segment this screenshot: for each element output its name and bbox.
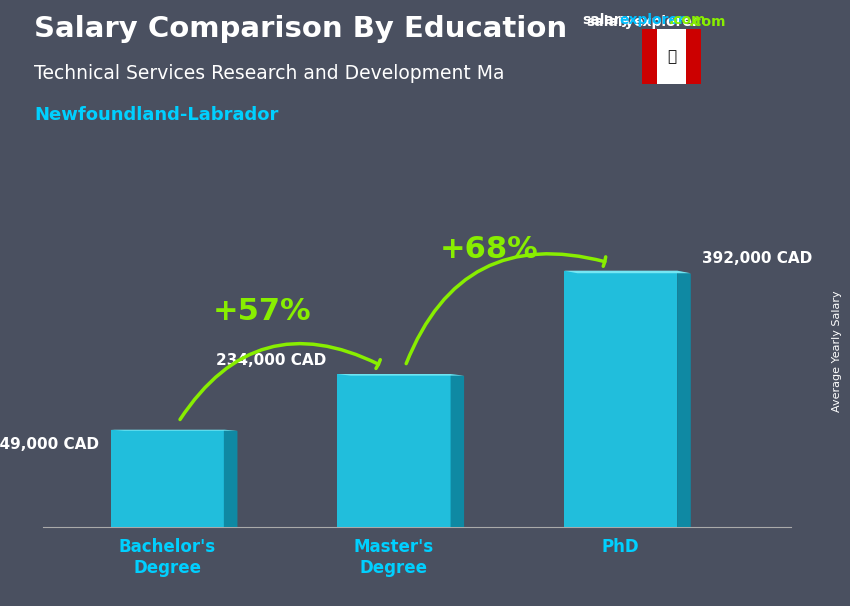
Text: Average Yearly Salary: Average Yearly Salary [832, 291, 842, 412]
Text: +68%: +68% [439, 235, 538, 264]
Text: explorer: explorer [633, 15, 699, 29]
Text: Newfoundland-Labrador: Newfoundland-Labrador [34, 106, 278, 124]
Text: .com: .com [688, 15, 726, 29]
Polygon shape [564, 271, 691, 273]
Bar [642, 29, 656, 84]
Polygon shape [110, 430, 237, 431]
Polygon shape [224, 430, 237, 527]
Text: salary: salary [582, 13, 630, 27]
Text: 🍁: 🍁 [667, 49, 676, 64]
Text: .com: .com [669, 13, 706, 27]
Text: explorer: explorer [620, 13, 685, 27]
Text: +57%: +57% [213, 297, 312, 326]
Bar [686, 29, 701, 84]
Text: Salary Comparison By Education: Salary Comparison By Education [34, 15, 567, 43]
Text: 234,000 CAD: 234,000 CAD [216, 353, 326, 368]
Text: 392,000 CAD: 392,000 CAD [702, 250, 813, 265]
Text: Technical Services Research and Development Ma: Technical Services Research and Developm… [34, 64, 505, 82]
Polygon shape [337, 374, 464, 376]
Text: 149,000 CAD: 149,000 CAD [0, 437, 99, 452]
Bar [337, 374, 450, 527]
Polygon shape [450, 374, 464, 527]
Polygon shape [677, 271, 691, 527]
Bar [110, 430, 224, 527]
Bar [564, 271, 677, 527]
Bar [656, 29, 686, 84]
Text: salary: salary [586, 15, 634, 29]
